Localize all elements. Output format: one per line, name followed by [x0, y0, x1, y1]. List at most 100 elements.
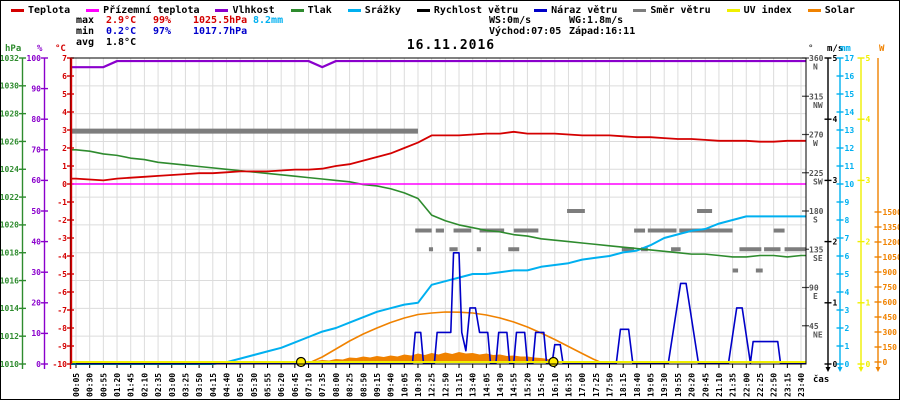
legend-item: Směr větru [633, 5, 711, 16]
legend-label: Solar [824, 5, 855, 16]
svg-text:21:35: 21:35 [729, 373, 738, 397]
legend-label: Srážky [364, 5, 401, 16]
svg-text:5: 5 [866, 54, 871, 63]
svg-text:750: 750 [883, 283, 898, 292]
svg-text:90: 90 [31, 84, 41, 93]
svg-text:1010: 1010 [1, 360, 19, 369]
svg-text:16: 16 [845, 72, 855, 81]
svg-text:°C: °C [55, 44, 66, 54]
svg-text:4: 4 [62, 108, 67, 117]
legend-swatch [347, 9, 361, 12]
svg-text:4: 4 [866, 115, 871, 124]
solar-actual-area [308, 352, 569, 363]
max-rainfall: 8.2mm [253, 15, 284, 26]
svg-text:1028: 1028 [1, 109, 19, 118]
svg-text:-6: -6 [57, 288, 67, 297]
legend-item: Tlak [290, 5, 332, 16]
svg-text:01:45: 01:45 [127, 373, 136, 397]
svg-text:W: W [879, 44, 885, 54]
min-temperature: 0.2°C [106, 26, 137, 37]
svg-text:08:00: 08:00 [332, 373, 341, 397]
svg-text:5: 5 [845, 270, 850, 279]
svg-text:SW: SW [813, 177, 823, 186]
svg-text:100: 100 [27, 54, 42, 63]
legend-label: Směr větru [650, 5, 711, 16]
svg-text:1: 1 [845, 342, 850, 351]
svg-text:-10: -10 [53, 360, 68, 369]
svg-text:10:30: 10:30 [414, 373, 423, 397]
svg-text:1020: 1020 [1, 221, 19, 230]
legend-swatch [534, 9, 548, 12]
svg-text:70: 70 [31, 146, 41, 155]
svg-text:13: 13 [845, 126, 855, 135]
svg-text:-2: -2 [57, 216, 67, 225]
legend-swatch [807, 9, 821, 12]
x-axis-label: čas [813, 374, 829, 385]
svg-text:20:45: 20:45 [701, 373, 710, 397]
svg-text:1022: 1022 [1, 193, 19, 202]
svg-text:150: 150 [883, 343, 898, 352]
svg-text:4: 4 [845, 288, 850, 297]
svg-text:17: 17 [845, 54, 855, 63]
svg-text:20: 20 [31, 299, 41, 308]
svg-text:02:35: 02:35 [154, 373, 163, 397]
min-pressure: 1017.7hPa [193, 26, 248, 37]
svg-text:23:40: 23:40 [797, 373, 806, 397]
svg-text:09:40: 09:40 [387, 373, 396, 397]
legend-label: Rychlost větru [433, 5, 519, 16]
svg-text:07:35: 07:35 [318, 373, 327, 397]
svg-text:03:50: 03:50 [195, 373, 204, 397]
svg-text:12:25: 12:25 [428, 373, 437, 397]
svg-text:6: 6 [62, 72, 67, 81]
svg-text:1014: 1014 [1, 304, 19, 313]
svg-text:07:10: 07:10 [305, 373, 314, 397]
svg-text:22:00: 22:00 [742, 373, 751, 397]
temperature-line [71, 130, 806, 182]
svg-text:10: 10 [845, 180, 855, 189]
svg-text:0: 0 [866, 360, 871, 369]
svg-text:90: 90 [809, 284, 819, 293]
svg-text:1012: 1012 [1, 332, 19, 341]
min-humidity: 97% [153, 26, 172, 37]
wind-speed-stat: WS:0m/s [489, 15, 532, 26]
svg-text:S: S [813, 216, 818, 225]
svg-text:50: 50 [31, 207, 41, 216]
svg-text:7: 7 [845, 234, 850, 243]
svg-text:%: % [37, 44, 43, 54]
svg-text:00:55: 00:55 [99, 373, 108, 397]
legend-swatch [633, 9, 647, 12]
svg-text:-7: -7 [57, 306, 67, 315]
sunset-marker [548, 356, 559, 368]
svg-text:18:40: 18:40 [633, 373, 642, 397]
x-axis-time-labels: 00:05 00:30 00:55 01:20 01:45 02:10 02:35 03:00… [72, 373, 806, 397]
svg-text:45: 45 [809, 322, 819, 331]
svg-text:17:50: 17:50 [605, 373, 614, 397]
legend-item: Vlhkost [215, 5, 275, 16]
svg-text:20:20: 20:20 [688, 373, 697, 397]
svg-text:19:55: 19:55 [674, 373, 683, 397]
svg-text:06:20: 06:20 [277, 373, 286, 397]
min-label: min [76, 26, 95, 37]
legend-label: Tlak [307, 5, 332, 16]
legend-item: Solar [807, 5, 855, 16]
svg-text:180: 180 [809, 207, 824, 216]
svg-text:10:05: 10:05 [400, 373, 409, 397]
svg-text:21:10: 21:10 [715, 373, 724, 397]
svg-text:1026: 1026 [1, 137, 19, 146]
svg-text:08:25: 08:25 [346, 373, 355, 397]
legend-item: Srážky [347, 5, 401, 16]
svg-text:05:55: 05:55 [264, 373, 273, 397]
svg-text:17:00: 17:00 [578, 373, 587, 397]
svg-text:80: 80 [31, 115, 41, 124]
svg-text:1016: 1016 [1, 276, 19, 285]
legend-swatch [86, 9, 100, 12]
svg-text:10: 10 [31, 329, 41, 338]
svg-text:3: 3 [833, 176, 838, 185]
svg-text:225: 225 [809, 169, 824, 178]
plot-border [70, 57, 807, 365]
wind-gust-stat: WG:1.8m/s [569, 15, 624, 26]
svg-text:čas: čas [813, 374, 829, 385]
